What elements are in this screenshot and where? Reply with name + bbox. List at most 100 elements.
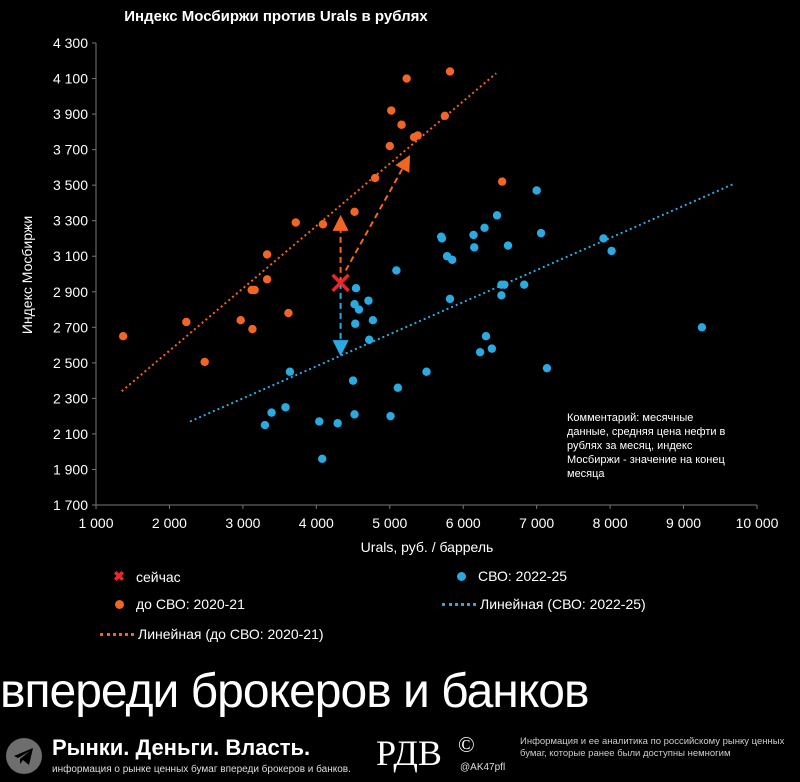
y-tick-label: 3 100 [53, 248, 88, 264]
y-tick-label: 2 100 [53, 426, 88, 442]
data-point [393, 383, 403, 392]
y-tick-label: 1 700 [53, 497, 88, 513]
data-point [365, 335, 374, 344]
legend-label-pre: до СВО: 2020-21 [136, 596, 245, 612]
trendlines [121, 72, 736, 423]
logo: РДВ [376, 733, 442, 773]
data-point [397, 120, 406, 129]
data-point [392, 266, 401, 275]
data-point [385, 141, 394, 151]
y-tick-label: 4 100 [53, 71, 88, 87]
legend-lin-svo: Линейная (СВО: 2022-25) [442, 596, 646, 612]
annotation-arrow [344, 155, 411, 271]
x-tick-label: 2 000 [152, 515, 187, 531]
data-point [445, 67, 455, 76]
trendline [189, 182, 736, 423]
data-point [532, 186, 541, 195]
data-point [599, 234, 608, 243]
data-point [118, 331, 128, 341]
data-point [402, 74, 411, 83]
data-point [351, 284, 361, 293]
data-point [503, 241, 513, 250]
data-point [364, 296, 373, 305]
legend-label-svo: СВО: 2022-25 [478, 568, 568, 584]
data-point [422, 367, 431, 376]
dotted-line-icon [100, 632, 134, 636]
y-tick-label: 2 500 [53, 355, 88, 371]
data-point [480, 223, 489, 232]
data-point [333, 419, 342, 428]
x-tick-label: 9 000 [666, 515, 701, 531]
brand-subtitle: информация о рынке ценных бумаг впереди … [52, 764, 351, 775]
data-point [248, 324, 257, 334]
y-tick-label: 2 700 [53, 319, 88, 335]
data-point [475, 347, 485, 357]
data-point [437, 234, 447, 243]
data-point [440, 111, 450, 121]
x-tick-label: 7 000 [519, 515, 554, 531]
data-point [470, 243, 479, 252]
data-point [387, 106, 396, 115]
data-point [497, 291, 506, 300]
x-tick-label: 3 000 [225, 515, 260, 531]
brand-name: Рынки. Деньги. Власть. [52, 735, 311, 760]
y-tick-label: 1 900 [53, 461, 88, 477]
arrows [332, 155, 411, 357]
footer: Рынки. Деньги. Власть. информация о рынк… [0, 732, 800, 782]
dotted-line-icon [442, 602, 476, 606]
chart-comment: Комментарий: месячные данные, средняя це… [567, 412, 726, 480]
telegram-icon[interactable] [6, 738, 42, 774]
data-point [386, 411, 395, 421]
trendline [121, 72, 497, 393]
data-point [487, 344, 497, 353]
x-axis-label: Urals, руб. / баррель [361, 539, 494, 555]
data-point [500, 280, 509, 289]
data-point [291, 218, 300, 227]
y-tick-label: 2 900 [53, 284, 88, 300]
now-marker [331, 273, 350, 293]
data-point [542, 363, 552, 373]
y-tick-label: 2 300 [53, 390, 88, 406]
dot-icon [108, 596, 130, 612]
legend-pre: до СВО: 2020-21 [108, 596, 245, 612]
data-point [354, 305, 364, 314]
points [118, 67, 707, 463]
data-point [497, 177, 507, 186]
x-tick-label: 5 000 [372, 515, 407, 531]
data-point [200, 357, 209, 367]
x-tick-label: 8 000 [593, 515, 628, 531]
data-point [519, 280, 529, 289]
data-point [448, 255, 457, 264]
data-point [351, 319, 360, 328]
legend-label-lin-svo: Линейная (СВО: 2022-25) [480, 596, 646, 612]
data-point [370, 173, 380, 183]
data-point [267, 408, 276, 417]
channel-description: Информация и ее аналитика по российскому… [520, 736, 785, 759]
data-point [262, 275, 272, 284]
data-point [318, 220, 328, 229]
cross-icon: ✖ [113, 568, 125, 584]
logo-mark: © [458, 732, 475, 757]
legend-now: ✖ сейчас [108, 568, 181, 585]
y-tick-label: 4 300 [53, 35, 88, 51]
data-point [318, 454, 327, 463]
data-point [445, 294, 455, 304]
x-tick-label: 1 000 [78, 515, 113, 531]
axes: 1 700 1 900 2 100 2 300 2 500 2 700 2 900 3 100… [53, 35, 779, 531]
legend-label-lin-pre: Линейная (до СВО: 2020-21) [138, 626, 324, 642]
banner-slogan: впереди брокеров и банков [0, 665, 590, 718]
legend-svo: СВО: 2022-25 [450, 568, 567, 584]
data-point [536, 228, 546, 238]
data-point [481, 331, 491, 341]
chart: Индекс Мосбиржи против Urals в рублях 1 … [19, 8, 779, 555]
data-point [281, 403, 290, 412]
data-point [469, 230, 478, 240]
x-tick-label: 4 000 [299, 515, 334, 531]
y-tick-label: 3 900 [53, 106, 88, 122]
legend-lin-pre: Линейная (до СВО: 2020-21) [100, 626, 324, 642]
data-point [368, 316, 378, 325]
channel-handle[interactable]: @AK47pfl [460, 762, 506, 773]
data-point [284, 308, 293, 318]
data-point [607, 246, 616, 256]
data-point [348, 376, 358, 385]
